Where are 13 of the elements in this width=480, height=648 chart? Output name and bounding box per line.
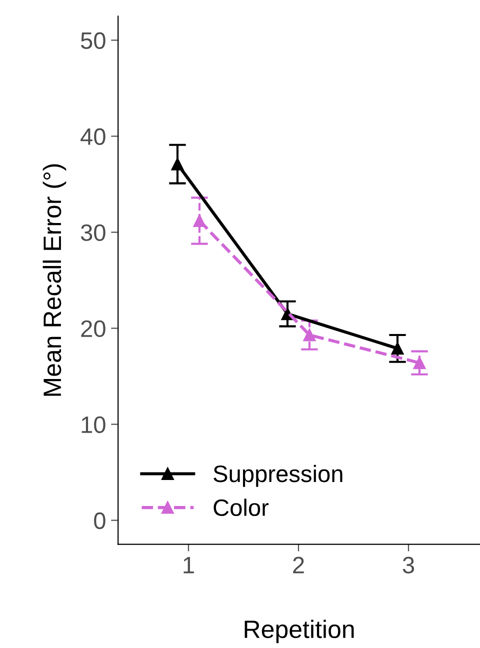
y-tick-label: 0 [94, 512, 106, 530]
x-tick-label: 3 [402, 556, 414, 574]
legend-label: Suppression [214, 464, 342, 487]
y-tick-label: 20 [81, 320, 106, 338]
x-tick-label: 2 [293, 556, 304, 574]
legend-label: Color [214, 498, 269, 516]
y-tick-label: 10 [82, 416, 106, 434]
y-tick-label: 50 [80, 32, 106, 49]
x-tick-label: 1 [184, 556, 194, 574]
x-axis-title: Repetition [244, 620, 354, 644]
y-tick-label: 40 [80, 128, 106, 146]
y-tick-label: 30 [80, 224, 106, 242]
y-axis-title: Mean Recall Error (°) [42, 164, 66, 396]
